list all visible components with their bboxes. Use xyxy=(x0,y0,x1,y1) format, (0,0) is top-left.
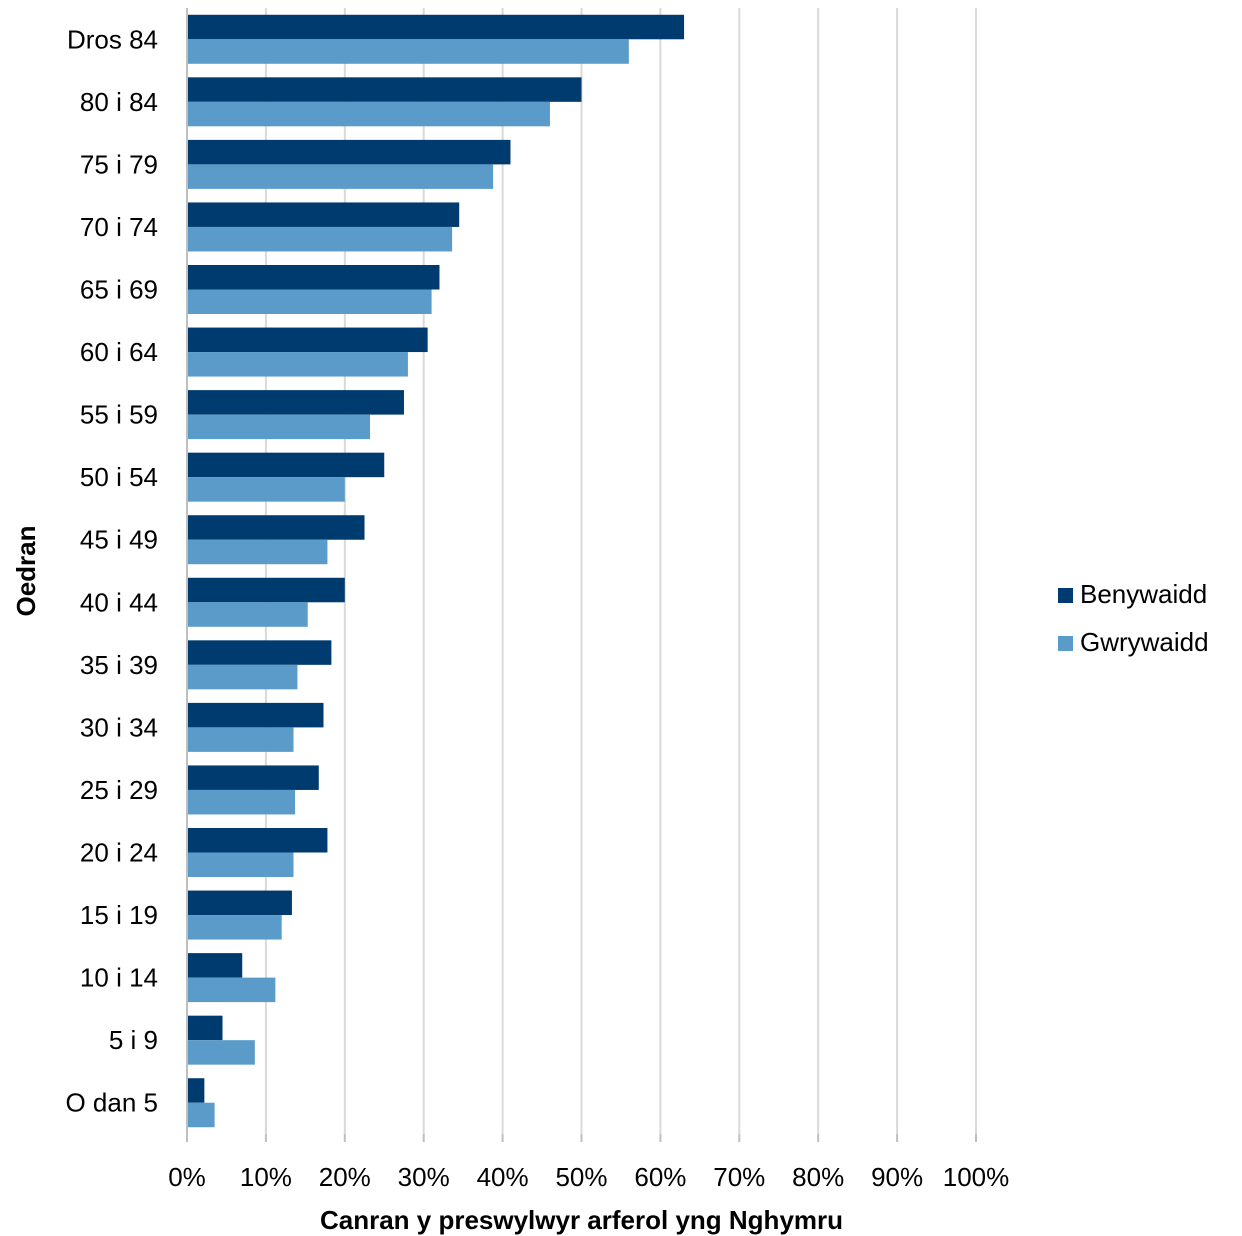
category-label: 55 i 59 xyxy=(80,400,158,430)
category-label: 25 i 29 xyxy=(80,775,158,805)
bar-benywaidd xyxy=(187,953,243,978)
gridlines xyxy=(186,8,977,1142)
bars xyxy=(187,14,685,1128)
x-tick-label: 100% xyxy=(943,1162,1010,1192)
bar-benywaidd xyxy=(187,577,345,603)
bar-benywaidd xyxy=(187,14,685,40)
y-axis-title: Oedran xyxy=(11,525,41,616)
bar-benywaidd xyxy=(187,702,324,728)
legend-label: Benywaidd xyxy=(1080,579,1207,609)
bar-gwrywaidd xyxy=(187,226,453,252)
bar-benywaidd xyxy=(187,327,428,353)
x-tick-label: 60% xyxy=(634,1162,686,1192)
category-label: 20 i 24 xyxy=(80,838,158,868)
x-tick-label: 20% xyxy=(319,1162,371,1192)
bar-gwrywaidd xyxy=(187,727,294,752)
bar-gwrywaidd xyxy=(187,915,282,940)
x-tick-label: 90% xyxy=(871,1162,923,1192)
category-label: 45 i 49 xyxy=(80,525,158,555)
x-tick-label: 40% xyxy=(477,1162,529,1192)
category-label: 50 i 54 xyxy=(80,462,158,492)
x-tick-label: 80% xyxy=(792,1162,844,1192)
bar-benywaidd xyxy=(187,77,582,102)
x-axis-title: Canran y preswylwyr arferol yng Nghymru xyxy=(320,1205,843,1235)
category-label: 10 i 14 xyxy=(80,963,158,993)
category-label: 60 i 64 xyxy=(80,337,158,367)
x-tick-label: 10% xyxy=(240,1162,292,1192)
bar-gwrywaidd xyxy=(187,539,328,565)
legend-label: Gwrywaidd xyxy=(1080,627,1209,657)
bar-gwrywaidd xyxy=(187,289,432,314)
category-label: 35 i 39 xyxy=(80,650,158,680)
bar-gwrywaidd xyxy=(187,789,296,815)
bar-benywaidd xyxy=(187,1078,205,1103)
bar-gwrywaidd xyxy=(187,101,550,127)
x-tick-label: 30% xyxy=(398,1162,450,1192)
legend-swatch xyxy=(1058,588,1073,603)
x-tick-label: 50% xyxy=(555,1162,607,1192)
category-label: O dan 5 xyxy=(65,1088,158,1118)
x-tick-labels: 0% 10% 20% 30% 40% 50% 60% 70% 80% 90% 100% xyxy=(168,1162,1009,1192)
bar-benywaidd xyxy=(187,265,440,290)
category-label: 30 i 34 xyxy=(80,712,158,742)
bar-gwrywaidd xyxy=(187,39,629,64)
x-tick-label: 0% xyxy=(168,1162,206,1192)
bar-benywaidd xyxy=(187,452,385,478)
bar-benywaidd xyxy=(187,828,328,853)
bar-gwrywaidd xyxy=(187,664,298,690)
bar-benywaidd xyxy=(187,390,404,415)
category-label: 5 i 9 xyxy=(109,1025,158,1055)
bar-gwrywaidd xyxy=(187,1102,215,1128)
category-label: 80 i 84 xyxy=(80,87,158,117)
category-label: 75 i 79 xyxy=(80,149,158,179)
bar-gwrywaidd xyxy=(187,852,294,877)
bar-benywaidd xyxy=(187,1015,223,1041)
legend: Benywaidd Gwrywaidd xyxy=(1058,579,1209,657)
bar-gwrywaidd xyxy=(187,1040,255,1065)
category-label: 40 i 44 xyxy=(80,587,158,617)
bar-gwrywaidd xyxy=(187,977,276,1003)
category-label: 65 i 69 xyxy=(80,275,158,305)
x-tick-label: 70% xyxy=(713,1162,765,1192)
category-labels: Dros 84 80 i 84 75 i 79 70 i 74 65 i 69 60 i … xyxy=(65,24,158,1117)
bar-benywaidd xyxy=(187,139,511,165)
bar-benywaidd xyxy=(187,202,460,227)
bar-benywaidd xyxy=(187,515,365,540)
category-label: 70 i 74 xyxy=(80,212,158,242)
bar-benywaidd xyxy=(187,765,319,790)
bar-gwrywaidd xyxy=(187,602,308,627)
bar-gwrywaidd xyxy=(187,164,494,189)
bar-benywaidd xyxy=(187,890,292,916)
bar-benywaidd xyxy=(187,640,332,665)
legend-swatch xyxy=(1058,636,1073,651)
bar-gwrywaidd xyxy=(187,477,345,502)
bar-gwrywaidd xyxy=(187,414,371,440)
category-label: Dros 84 xyxy=(67,24,158,54)
bar-gwrywaidd xyxy=(187,352,408,377)
category-label: 15 i 19 xyxy=(80,900,158,930)
